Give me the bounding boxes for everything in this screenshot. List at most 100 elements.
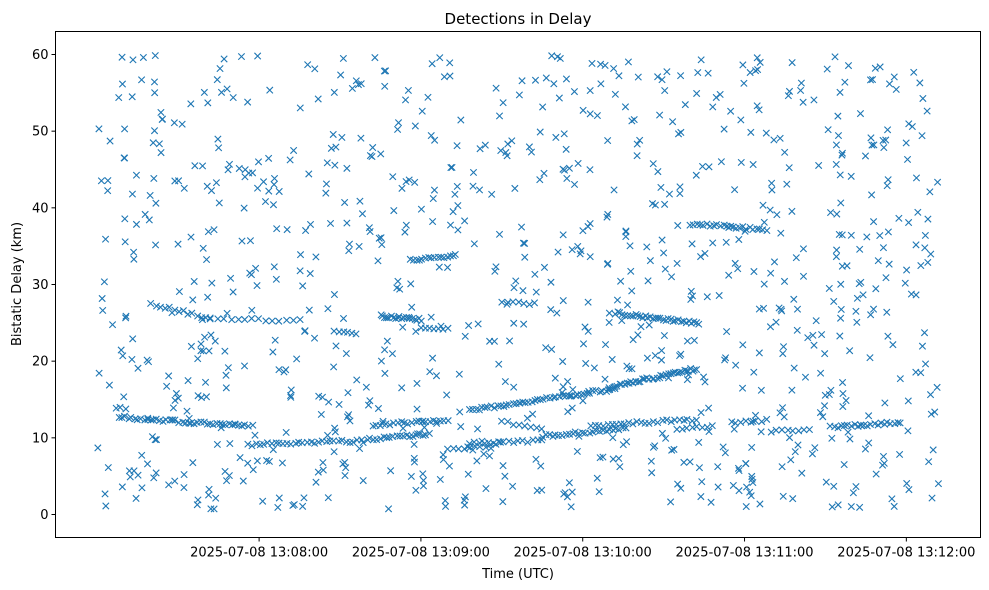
detection-point (741, 227, 749, 235)
detection-point (751, 411, 760, 419)
detection-point (505, 337, 514, 345)
detection-point (834, 131, 843, 140)
detection-point (130, 255, 138, 263)
detection-point (778, 307, 786, 315)
detection-point (129, 335, 137, 343)
detection-point (857, 421, 865, 429)
detection-point (837, 305, 845, 313)
detection-point (665, 190, 674, 198)
detection-point (494, 402, 502, 410)
detection-point (779, 350, 787, 358)
detection-point (180, 184, 188, 192)
detection-point (844, 62, 853, 70)
detection-point (198, 316, 207, 324)
detection-point (649, 160, 657, 168)
detection-point (712, 220, 721, 229)
detection-point (194, 312, 202, 320)
detection-point (476, 145, 484, 153)
detection-point (272, 275, 280, 283)
x-tick-label: 2025-07-08 13:09:00 (352, 546, 490, 561)
detection-point (502, 148, 510, 157)
detection-point (547, 306, 555, 314)
detection-point (615, 426, 623, 434)
detection-point (714, 483, 722, 491)
detection-point (421, 431, 430, 439)
detection-point (838, 378, 847, 387)
detection-point (560, 490, 568, 498)
detection-point (778, 404, 787, 412)
detection-point (290, 500, 298, 509)
detection-point (412, 486, 420, 494)
detection-point (577, 247, 585, 255)
detection-point (692, 171, 700, 179)
detection-point (659, 316, 668, 324)
detection-point (268, 317, 276, 325)
detection-point (201, 378, 210, 386)
detection-point (311, 65, 319, 73)
detection-point (779, 343, 788, 351)
detection-point (253, 184, 262, 192)
detection-point (905, 486, 913, 494)
detection-point (760, 218, 768, 226)
detection-point (273, 225, 281, 233)
detection-point (628, 287, 636, 295)
detection-point (412, 327, 420, 336)
detection-point (95, 125, 103, 133)
detection-point (629, 420, 637, 428)
detection-point (158, 115, 167, 123)
detection-point (138, 484, 146, 492)
detection-point (165, 303, 173, 311)
detection-point (629, 336, 637, 344)
detection-point (766, 206, 774, 214)
detection-point (849, 489, 857, 497)
detection-point (413, 405, 421, 413)
detection-point (319, 466, 327, 474)
detection-point (883, 308, 891, 316)
detection-point (692, 416, 700, 424)
detection-point (918, 132, 926, 140)
detection-point (497, 146, 505, 155)
detection-point (927, 250, 935, 258)
detection-point (290, 146, 298, 155)
detection-point (254, 315, 263, 323)
detection-point (456, 408, 464, 416)
detection-point (383, 434, 391, 442)
detection-point (405, 314, 414, 323)
detection-point (163, 382, 171, 390)
detection-point (695, 438, 703, 446)
detection-point (151, 241, 160, 249)
detection-point (520, 320, 528, 328)
detection-point (621, 311, 629, 319)
detection-point (770, 136, 778, 144)
detection-point (654, 314, 662, 322)
detection-point (115, 413, 123, 422)
detection-point (127, 413, 135, 422)
detection-point (206, 314, 214, 322)
detection-point (611, 382, 619, 391)
detection-point (296, 251, 305, 259)
detection-point (319, 458, 327, 467)
detection-point (394, 125, 402, 134)
detection-point (483, 403, 491, 411)
detection-point (838, 262, 846, 270)
detection-point (200, 418, 208, 426)
detection-point (119, 352, 127, 360)
detection-point (623, 301, 632, 309)
detection-point (555, 94, 563, 102)
detection-point (324, 431, 332, 439)
detection-point (435, 263, 443, 271)
detection-point (704, 69, 712, 77)
detection-point (457, 423, 465, 431)
detection-point (417, 205, 425, 213)
detection-point (734, 265, 742, 273)
detection-point (265, 457, 273, 465)
detection-point (841, 78, 849, 86)
detection-point (365, 434, 374, 442)
detection-point (381, 346, 389, 354)
detection-point (823, 65, 831, 73)
detection-point (184, 377, 192, 385)
detection-point (697, 253, 705, 261)
detection-point (863, 233, 871, 241)
detection-point (677, 484, 685, 492)
detection-point (332, 143, 340, 151)
